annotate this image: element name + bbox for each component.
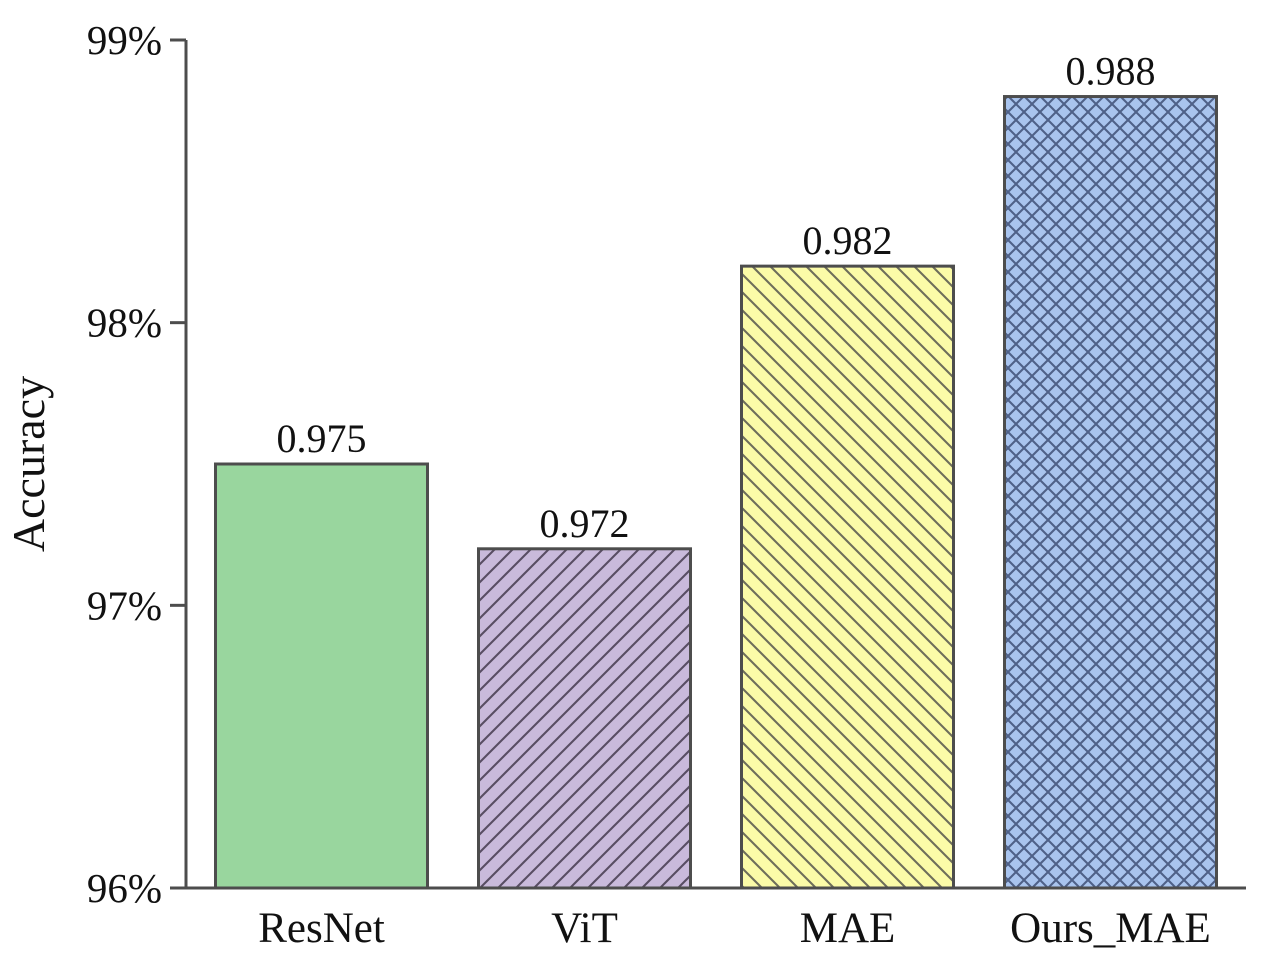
bar-value-label-ResNet: 0.975 <box>277 416 367 461</box>
bar-hatch-Ours_MAE <box>1004 96 1217 889</box>
bar-hatch-ViT <box>478 548 691 888</box>
x-tick-label-Ours_MAE: Ours_MAE <box>1010 905 1211 952</box>
bar-value-label-Ours_MAE: 0.988 <box>1066 49 1156 94</box>
y-tick-label: 99% <box>87 17 162 63</box>
x-tick-label-ViT: ViT <box>551 905 618 952</box>
plot-area: 0.975 ResNet 0.972 ViT 0.982 MAE 0.988 Ours_MAE… <box>87 17 1246 952</box>
bar-value-label-ViT: 0.972 <box>540 501 630 546</box>
bar-value-label-MAE: 0.982 <box>803 218 893 263</box>
bar-hatch-MAE <box>741 266 954 889</box>
bar-group-ResNet: 0.975 ResNet <box>214 416 429 952</box>
x-tick-label-MAE: MAE <box>800 905 896 952</box>
x-tick-label-ResNet: ResNet <box>258 905 385 952</box>
y-tick-label: 96% <box>87 865 162 911</box>
bar-group-MAE: 0.982 MAE <box>740 218 955 952</box>
y-axis-title: Accuracy <box>3 376 54 552</box>
bar-fill-ResNet <box>215 464 428 888</box>
bar-group-ViT: 0.972 ViT <box>477 501 692 952</box>
y-tick-label: 97% <box>87 582 162 628</box>
bar-group-Ours_MAE: 0.988 Ours_MAE <box>1003 49 1218 952</box>
y-tick-label: 98% <box>87 300 162 346</box>
